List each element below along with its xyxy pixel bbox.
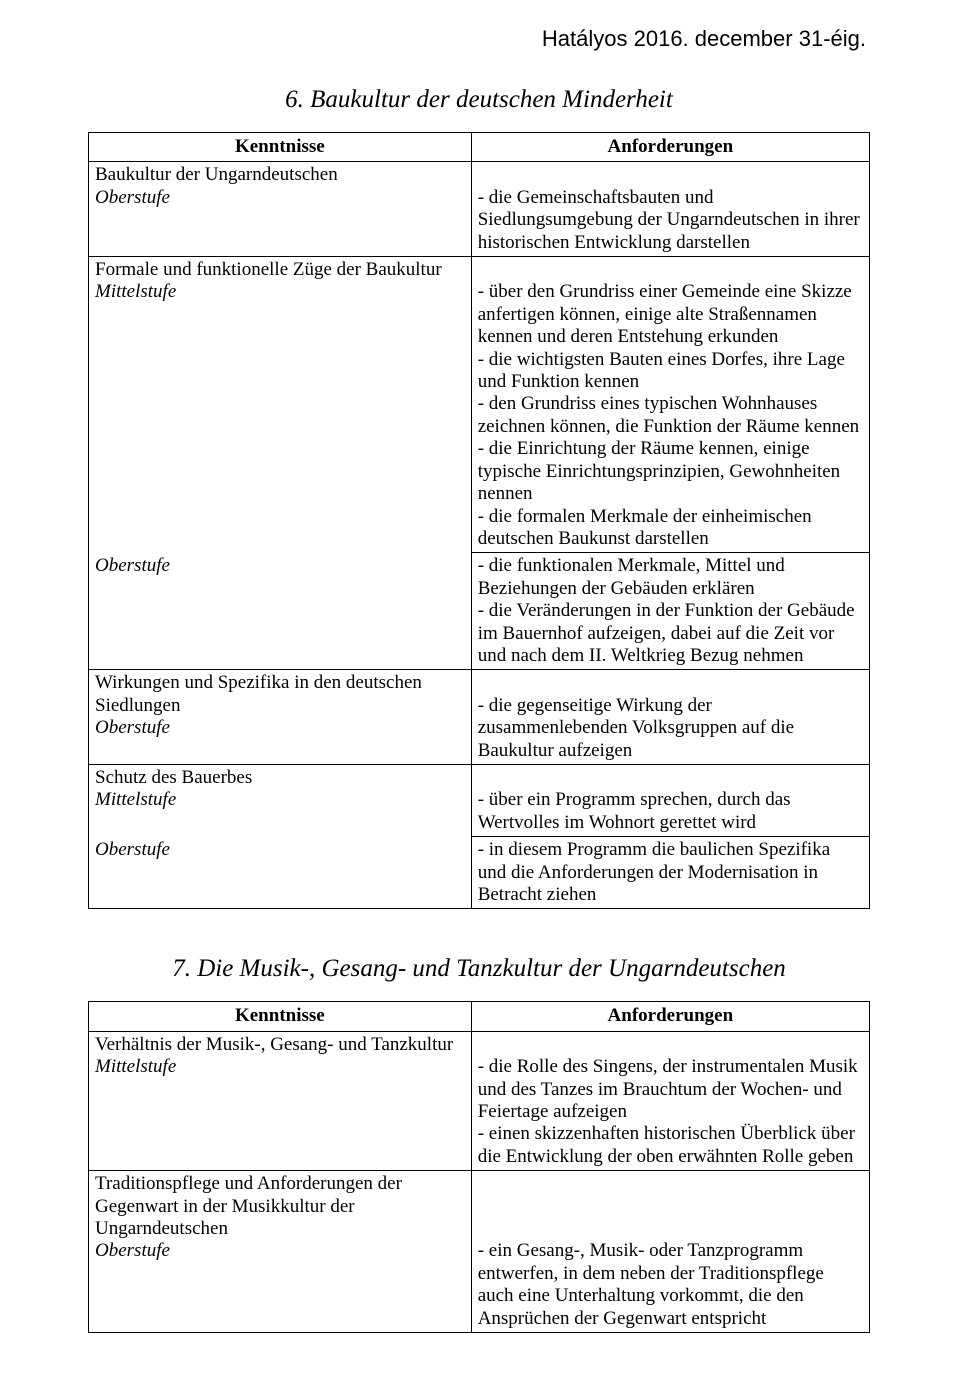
cell-left: Verhältnis der Musik-, Gesang- und Tanzk… (89, 1031, 472, 1170)
cell-left: Baukultur der Ungarndeutschen Oberstufe (89, 162, 472, 257)
cell-left: Formale und funktionelle Züge der Baukul… (89, 257, 472, 553)
table-row: Verhältnis der Musik-, Gesang- und Tanzk… (89, 1031, 870, 1170)
cell-left: Wirkungen und Spezifika in den deutschen… (89, 670, 472, 765)
section7-table: Kenntnisse Anforderungen Verhältnis der … (88, 1001, 870, 1333)
col-header-kenntnisse: Kenntnisse (89, 1002, 472, 1031)
req-text: - in diesem Programm die baulichen Spezi… (478, 839, 830, 905)
col-header-anforderungen: Anforderungen (471, 1002, 869, 1031)
topic-text: Wirkungen und Spezifika in den deutschen… (95, 672, 422, 715)
table-row: Formale und funktionelle Züge der Baukul… (89, 257, 870, 553)
level-text: Oberstufe (95, 187, 170, 208)
topic-text: Formale und funktionelle Züge der Baukul… (95, 259, 442, 280)
cell-right: - über den Grundriss einer Gemeinde eine… (471, 257, 869, 553)
table-row: Wirkungen und Spezifika in den deutschen… (89, 670, 870, 765)
cell-right: - die funktionalen Merkmale, Mittel und … (471, 553, 869, 670)
level-text: Mittelstufe (95, 1056, 176, 1077)
level-text: Mittelstufe (95, 281, 176, 302)
req-text: - ein Gesang-, Musik- oder Tanzprogramm … (478, 1240, 824, 1328)
req-text: - die funktionalen Merkmale, Mittel und … (478, 555, 855, 666)
cell-right: - die gegenseitige Wirkung der zusammenl… (471, 670, 869, 765)
cell-right: - die Gemeinschaftsbauten und Siedlungsu… (471, 162, 869, 257)
topic-text: Schutz des Bauerbes (95, 767, 252, 788)
cell-right: - ein Gesang-, Musik- oder Tanzprogramm … (471, 1171, 869, 1333)
req-text: - die Rolle des Singens, der instrumenta… (478, 1056, 858, 1167)
col-header-kenntnisse: Kenntnisse (89, 133, 472, 162)
topic-text: Traditionspflege und Anforderungen der G… (95, 1173, 402, 1239)
req-text: - die Gemeinschaftsbauten und Siedlungsu… (478, 187, 860, 253)
level-text: Oberstufe (95, 839, 170, 860)
table-row: Traditionspflege und Anforderungen der G… (89, 1171, 870, 1333)
table-header-row: Kenntnisse Anforderungen (89, 1002, 870, 1031)
section7-title: 7. Die Musik-, Gesang- und Tanzkultur de… (88, 955, 870, 983)
table-row: Baukultur der Ungarndeutschen Oberstufe … (89, 162, 870, 257)
table-header-row: Kenntnisse Anforderungen (89, 133, 870, 162)
cell-right: - die Rolle des Singens, der instrumenta… (471, 1031, 869, 1170)
section6-table: Kenntnisse Anforderungen Baukultur der U… (88, 132, 870, 909)
topic-text: Baukultur der Ungarndeutschen (95, 164, 338, 185)
section6-title: 6. Baukultur der deutschen Minderheit (88, 86, 870, 114)
level-text: Oberstufe (95, 1240, 170, 1261)
cell-left: Oberstufe (89, 553, 472, 670)
topic-text: Verhältnis der Musik-, Gesang- und Tanzk… (95, 1034, 453, 1055)
cell-left: Schutz des Bauerbes Mittelstufe (89, 764, 472, 836)
page-container: Hatályos 2016. december 31-éig. 6. Bauku… (0, 0, 960, 1373)
level-text: Mittelstufe (95, 789, 176, 810)
cell-right: - in diesem Programm die baulichen Spezi… (471, 837, 869, 909)
req-text: - über ein Programm sprechen, durch das … (478, 789, 791, 832)
cell-left: Traditionspflege und Anforderungen der G… (89, 1171, 472, 1333)
table-row: Oberstufe - die funktionalen Merkmale, M… (89, 553, 870, 670)
req-text: - die gegenseitige Wirkung der zusammenl… (478, 695, 794, 761)
table-row: Schutz des Bauerbes Mittelstufe - über e… (89, 764, 870, 836)
cell-left: Oberstufe (89, 837, 472, 909)
level-text: Oberstufe (95, 555, 170, 576)
header-note: Hatályos 2016. december 31-éig. (88, 26, 866, 52)
col-header-anforderungen: Anforderungen (471, 133, 869, 162)
table-row: Oberstufe - in diesem Programm die bauli… (89, 837, 870, 909)
level-text: Oberstufe (95, 717, 170, 738)
cell-right: - über ein Programm sprechen, durch das … (471, 764, 869, 836)
req-text: - über den Grundriss einer Gemeinde eine… (478, 281, 859, 548)
